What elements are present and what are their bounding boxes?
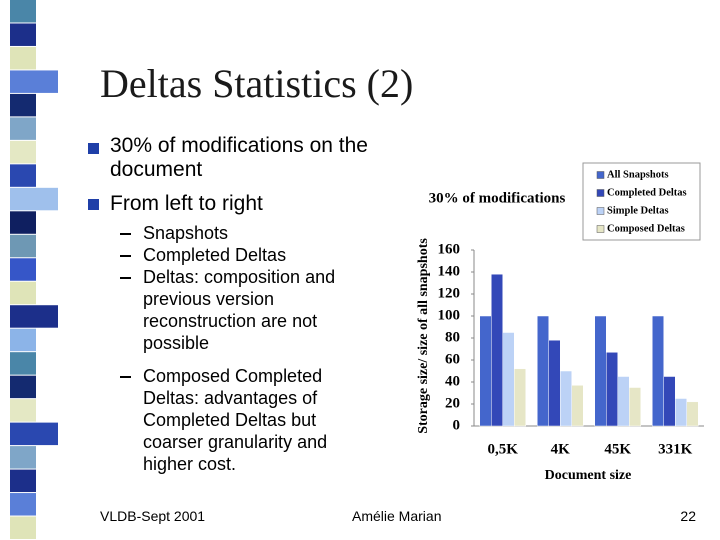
bar	[629, 387, 641, 427]
bar	[686, 401, 699, 427]
bar	[617, 376, 630, 427]
bar	[594, 315, 607, 427]
bullet: From left to right	[110, 192, 263, 215]
x-tick-label: 45K	[604, 441, 631, 457]
bar	[571, 385, 584, 427]
bar	[479, 315, 492, 427]
footer-left: VLDB-Sept 2001	[100, 508, 206, 524]
stripe-block	[10, 211, 36, 234]
stripe-block	[10, 70, 58, 93]
stripe-block	[10, 258, 36, 281]
x-axis-label: Document size	[545, 468, 632, 483]
y-tick-label: 20	[445, 395, 460, 411]
sub-bullet: Deltas: composition and previous version…	[143, 267, 336, 353]
bar	[548, 339, 561, 427]
bar	[675, 398, 687, 427]
bullet-marker	[88, 143, 99, 154]
y-axis-label: Storage size/ size of all snapshots	[416, 238, 431, 434]
sub-bullet: Completed Deltas	[143, 245, 287, 265]
x-tick-label: 331K	[658, 441, 693, 457]
bar	[663, 376, 676, 427]
sub-bullet: Snapshots	[143, 223, 229, 243]
stripe-block	[10, 516, 36, 539]
stripe-block	[10, 493, 36, 516]
footer-center: Amélie Marian	[352, 508, 442, 524]
bullet: 30% of modifications on the document	[110, 134, 368, 181]
y-tick-label: 40	[445, 373, 460, 389]
stripe-block	[10, 352, 36, 375]
legend-swatch	[596, 207, 605, 215]
y-tick-label: 140	[438, 263, 461, 279]
legend-label: Composed Deltas	[607, 223, 685, 234]
stripe-block	[10, 305, 58, 328]
stripe-block	[10, 234, 36, 258]
bar	[560, 370, 572, 427]
legend-label: Completed Deltas	[607, 187, 687, 198]
bar	[491, 273, 503, 427]
stripe-block	[10, 469, 36, 493]
y-tick-label: 80	[445, 329, 460, 345]
y-tick-label: 120	[438, 285, 461, 301]
stripe-block	[10, 23, 36, 46]
bar	[502, 332, 515, 427]
legend-label: Simple Deltas	[607, 205, 669, 216]
y-tick-label: 0	[453, 417, 461, 433]
legend-swatch	[596, 171, 605, 179]
stripe-block	[10, 422, 58, 446]
stripe-block	[10, 46, 36, 70]
bullet-marker	[88, 199, 99, 210]
stripe-block	[10, 117, 36, 140]
y-tick-label: 160	[438, 241, 461, 257]
y-tick-label: 60	[445, 351, 460, 367]
bar	[537, 315, 549, 427]
legend-swatch	[596, 189, 605, 197]
stripe-block	[10, 446, 36, 469]
slide-title: Deltas Statistics (2)	[100, 61, 414, 106]
bar	[514, 368, 526, 427]
y-tick-label: 100	[438, 307, 461, 323]
stripe-block	[10, 281, 36, 305]
chart-title: 30% of modifications	[429, 190, 566, 206]
footer-right: 22	[680, 508, 696, 524]
x-tick-label: 4K	[551, 441, 571, 457]
sub-bullet: Composed Completed Deltas: advantages of…	[143, 366, 328, 474]
sub-bullet-marker	[120, 233, 131, 235]
stripe-block	[10, 399, 36, 422]
sub-bullet-marker	[120, 277, 131, 279]
stripe-block	[10, 375, 36, 399]
stripe-block	[10, 328, 36, 352]
sub-bullet-marker	[120, 376, 131, 378]
legend-swatch	[596, 225, 605, 233]
sub-bullet-marker	[120, 255, 131, 257]
stripe-block	[10, 93, 36, 117]
stripe-block	[10, 187, 58, 211]
stripe-block	[10, 0, 36, 23]
legend-label: All Snapshots	[607, 169, 669, 180]
bar	[606, 352, 618, 427]
bar	[652, 315, 664, 427]
x-tick-label: 0,5K	[488, 441, 519, 457]
stripe-block	[10, 140, 36, 164]
stripe-block	[10, 164, 36, 187]
